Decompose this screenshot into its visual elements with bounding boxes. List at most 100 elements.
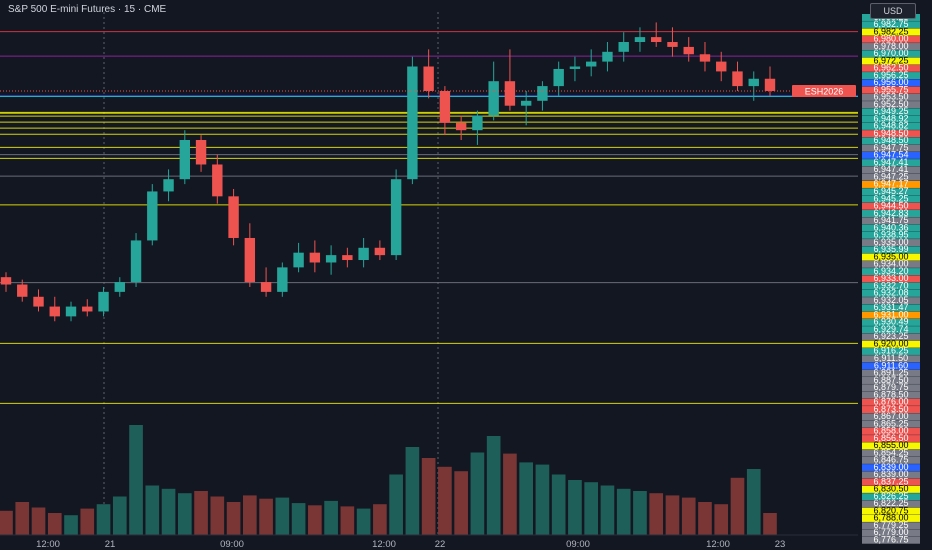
price-axis-label: 6,948.50 (873, 135, 908, 145)
candle-body (520, 100, 532, 106)
price-axis-label: 6,972.25 (873, 55, 908, 65)
volume-bar (47, 513, 62, 535)
candle-body (130, 240, 142, 283)
chart-title: S&P 500 E-mini Futures · 15 · CME (8, 4, 167, 15)
volume-bar (226, 502, 241, 535)
price-axis-label: 6,962.50 (873, 63, 908, 73)
price-axis-label-bg (862, 260, 920, 268)
price-axis-label: 6,911.50 (874, 353, 908, 363)
volume-bar (356, 508, 371, 535)
price-axis-label-bg (862, 536, 920, 544)
candle-body (618, 42, 629, 52)
candle-body (569, 66, 581, 69)
price-axis-label: 6,931.00 (873, 309, 908, 319)
volume-bar (145, 485, 160, 535)
volume-bar (405, 447, 420, 535)
volume-bar (681, 497, 696, 535)
price-axis-label: 6,944.50 (873, 201, 908, 211)
price-axis-label: 6,929.74 (873, 324, 908, 334)
volume-bar (714, 504, 729, 535)
candle-body (455, 122, 467, 131)
price-axis-label-bg (862, 456, 920, 464)
volume-bar (730, 477, 745, 535)
price-axis-label: 6,878.50 (873, 389, 908, 399)
candle-body (732, 71, 743, 87)
volume-bar (633, 491, 647, 535)
price-axis-label-bg (862, 188, 920, 196)
price-axis-label: 6,956.00 (873, 77, 908, 87)
price-axis-label: 6,820.75 (873, 505, 908, 515)
price-axis-label-bg (862, 500, 920, 508)
volume-bar (551, 474, 566, 535)
candle-body (472, 115, 483, 131)
candle-body (325, 255, 337, 263)
price-axis-label: 6,949.25 (873, 106, 908, 116)
x-tick-label: 09:00 (220, 539, 244, 550)
candle-body (260, 282, 272, 292)
currency-button[interactable]: USD (870, 3, 916, 19)
x-tick-label: 09:00 (566, 539, 590, 550)
price-axis-label: 6,947.54 (873, 150, 908, 160)
candle-body (114, 282, 125, 292)
price-axis-label-bg (862, 224, 920, 232)
price-axis-label-bg (862, 246, 920, 254)
price-axis-label: 6,931.47 (873, 302, 908, 312)
volume-bar (665, 495, 680, 535)
price-axis-label-bg (862, 464, 920, 472)
price-axis-label-bg (862, 514, 920, 522)
volume-bar (600, 485, 615, 535)
candle-body (49, 306, 60, 317)
price-axis-label-bg (862, 64, 920, 72)
price-axis-label: 6,956.25 (873, 70, 908, 80)
candle-body (0, 277, 12, 285)
candle-body (244, 237, 256, 283)
candle-body (504, 81, 516, 106)
price-axis-label-bg (862, 333, 920, 341)
price-axis-label: 6,867.00 (873, 411, 908, 421)
volume-bar (259, 498, 273, 535)
price-axis-label: 6,982.75 (873, 19, 908, 29)
candle-body (683, 46, 694, 55)
x-tick-label: 12:00 (36, 539, 60, 550)
volume-bar (616, 488, 631, 535)
price-axis-label-bg (862, 166, 920, 174)
candle-body (602, 51, 613, 62)
price-axis-label-bg (862, 108, 920, 116)
price-axis-label-bg (862, 413, 920, 421)
price-axis-label: 6,858.00 (873, 426, 908, 436)
volume-bar (80, 508, 95, 535)
price-axis-label: 6,932.70 (873, 280, 908, 290)
price-axis-label-bg (862, 159, 920, 167)
price-axis-label: 6,945.25 (873, 193, 908, 203)
candle-body (699, 54, 711, 62)
price-axis-label-bg (862, 377, 920, 384)
volume-bar (389, 474, 403, 535)
price-axis-label: 6,934.20 (873, 266, 908, 276)
candle-body (293, 252, 304, 268)
price-axis-label-bg (862, 369, 920, 377)
candle-body (439, 91, 451, 123)
x-tick-label: 12:00 (706, 539, 730, 550)
price-axis-label: 6,948.92 (873, 113, 908, 123)
price-axis-label-bg (862, 28, 920, 36)
volume-bar (129, 425, 143, 535)
price-axis-label: 6,948.82 (873, 121, 908, 131)
price-axis-label: 6,876.00 (873, 397, 908, 407)
price-axis-label-bg (862, 529, 920, 537)
price-axis-label-bg (862, 210, 920, 217)
candle-body (195, 139, 207, 165)
price-axis-label: 6,953.50 (873, 92, 908, 102)
price-axis-label-bg (862, 50, 920, 58)
volume-bar (373, 504, 387, 535)
price-axis-label-bg (862, 115, 920, 123)
price-axis-label-bg (862, 282, 920, 290)
price-axis-label: 6,865.25 (873, 418, 908, 428)
price-axis-label: 6,982.25 (873, 26, 908, 36)
price-axis-label-bg (862, 478, 920, 486)
price-axis-label: 6,776.75 (873, 535, 908, 545)
volume-bar (421, 458, 436, 535)
price-axis-label: 6,980.00 (873, 34, 908, 44)
candle-body (748, 78, 759, 87)
candle-body (179, 139, 191, 180)
